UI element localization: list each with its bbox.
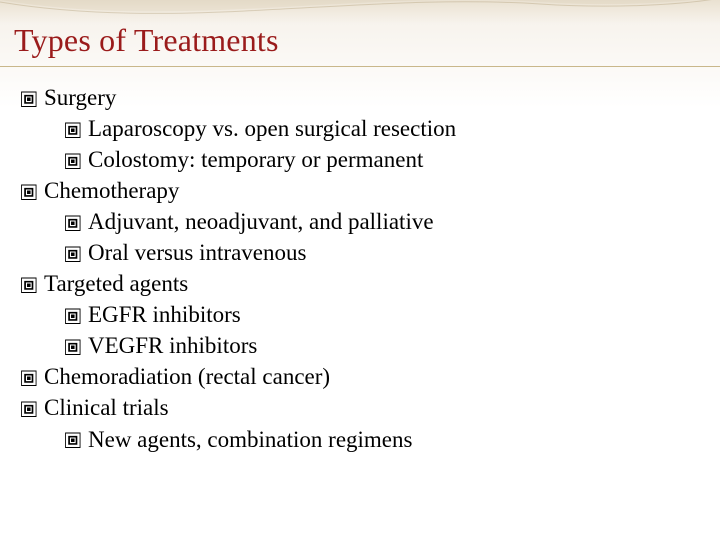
list-item: 🞖 Clinical trials 🞖 New agents, combinat… — [20, 392, 700, 454]
bullet-icon: 🞖 — [64, 148, 81, 177]
sublist: 🞖 Laparoscopy vs. open surgical resectio… — [44, 113, 700, 175]
list-item-label: Oral versus intravenous — [88, 240, 306, 265]
bullet-icon: 🞖 — [64, 427, 81, 456]
outline-list: 🞖 Surgery 🞖 Laparoscopy vs. open surgica… — [20, 82, 700, 455]
list-item-label: VEGFR inhibitors — [88, 333, 257, 358]
sublist: 🞖 Adjuvant, neoadjuvant, and palliative … — [44, 206, 700, 268]
list-item: 🞖 Targeted agents 🞖 EGFR inhibitors 🞖 VE… — [20, 268, 700, 361]
bullet-icon: 🞖 — [64, 117, 81, 146]
top-band-decoration — [0, 0, 720, 24]
list-item: 🞖 EGFR inhibitors — [64, 299, 700, 330]
list-item-label: Chemotherapy — [44, 178, 179, 203]
list-item-label: Surgery — [44, 85, 116, 110]
list-item: 🞖 Chemoradiation (rectal cancer) — [20, 361, 700, 392]
list-item-label: Targeted agents — [44, 271, 188, 296]
list-item-label: Colostomy: temporary or permanent — [88, 147, 423, 172]
bullet-icon: 🞖 — [20, 272, 37, 301]
list-item-label: New agents, combination regimens — [88, 427, 412, 452]
list-item-label: Clinical trials — [44, 395, 169, 420]
list-item: 🞖 Adjuvant, neoadjuvant, and palliative — [64, 206, 700, 237]
bullet-icon: 🞖 — [64, 334, 81, 363]
list-item: 🞖 Laparoscopy vs. open surgical resectio… — [64, 113, 700, 144]
slide: Types of Treatments 🞖 Surgery 🞖 Laparosc… — [0, 0, 720, 540]
list-item-label: EGFR inhibitors — [88, 302, 241, 327]
bullet-icon: 🞖 — [64, 210, 81, 239]
bullet-icon: 🞖 — [20, 365, 37, 394]
list-item: 🞖 Chemotherapy 🞖 Adjuvant, neoadjuvant, … — [20, 175, 700, 268]
content-area: 🞖 Surgery 🞖 Laparoscopy vs. open surgica… — [20, 82, 700, 455]
list-item: 🞖 Colostomy: temporary or permanent — [64, 144, 700, 175]
bullet-icon: 🞖 — [20, 86, 37, 115]
bullet-icon: 🞖 — [64, 241, 81, 270]
list-item: 🞖 Oral versus intravenous — [64, 237, 700, 268]
list-item: 🞖 VEGFR inhibitors — [64, 330, 700, 361]
bullet-icon: 🞖 — [20, 396, 37, 425]
sublist: 🞖 New agents, combination regimens — [44, 424, 700, 455]
bullet-icon: 🞖 — [20, 179, 37, 208]
list-item-label: Chemoradiation (rectal cancer) — [44, 364, 330, 389]
list-item: 🞖 Surgery 🞖 Laparoscopy vs. open surgica… — [20, 82, 700, 175]
list-item: 🞖 New agents, combination regimens — [64, 424, 700, 455]
list-item-label: Laparoscopy vs. open surgical resection — [88, 116, 456, 141]
bullet-icon: 🞖 — [64, 303, 81, 332]
slide-title: Types of Treatments — [14, 22, 279, 59]
list-item-label: Adjuvant, neoadjuvant, and palliative — [88, 209, 434, 234]
title-underline — [0, 66, 720, 67]
sublist: 🞖 EGFR inhibitors 🞖 VEGFR inhibitors — [44, 299, 700, 361]
